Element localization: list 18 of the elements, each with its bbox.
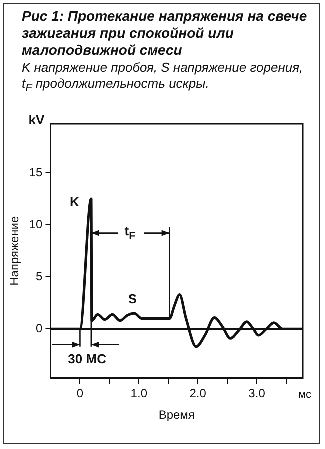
annotation: S <box>128 292 138 307</box>
text: мс <box>298 389 312 402</box>
chart-subtitle: K напряжение пробоя, S напряжение горения, t$_{F}$ продолжительность искры. <box>22 60 304 97</box>
y-tick-label: 0 <box>36 322 44 336</box>
annotation: t$_{F}$ <box>124 224 136 243</box>
text: kV <box>28 112 45 128</box>
x-axis-title: Время <box>158 408 195 422</box>
x-tick-label: 1.0 <box>130 386 148 401</box>
x-tick-label: 3.0 <box>248 386 266 401</box>
x-tick-label: 2.0 <box>190 386 207 401</box>
y-tick-label: 15 <box>29 165 44 180</box>
x-tick-label: 0 <box>76 386 84 401</box>
y-tick-label: 10 <box>29 217 44 232</box>
y-tick-label: 5 <box>36 269 44 284</box>
annotation: 30 МС <box>68 352 106 367</box>
y-axis-title: Напряжение <box>8 216 22 286</box>
chart-title: Рис 1: Протекание напряжения на свече зажигания при спокойной или малоподвижной смеси <box>22 8 308 59</box>
annotation: K <box>70 194 80 210</box>
